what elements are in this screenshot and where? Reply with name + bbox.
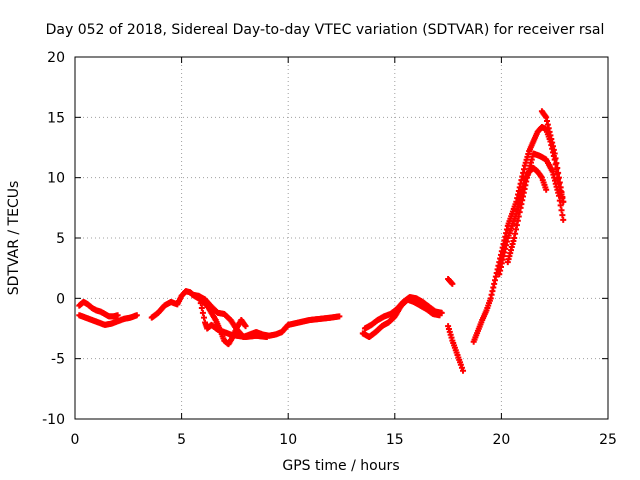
data-point <box>560 216 567 223</box>
data-point <box>460 367 467 374</box>
data-point <box>336 313 343 320</box>
y-tick-label: 15 <box>47 110 65 126</box>
grid <box>75 57 608 419</box>
series-arc-8 <box>445 276 456 287</box>
x-tick-label: 15 <box>386 432 404 448</box>
x-axis-label: GPS time / hours <box>282 458 399 474</box>
series-arc-1 <box>76 298 121 320</box>
series-arc-7 <box>361 294 445 332</box>
data-point <box>200 314 207 321</box>
x-tick-label: 20 <box>492 432 510 448</box>
y-axis-label: SDTVAR / TECUs <box>6 181 22 296</box>
series-arc-9 <box>445 323 467 374</box>
data-point <box>458 364 465 371</box>
y-tick-label: 0 <box>56 291 65 307</box>
data-point <box>114 312 121 319</box>
axis-ticks: 0 5 10 15 20 25 -10 -5 0 5 10 15 20 <box>42 50 617 448</box>
x-tick-label: 0 <box>71 432 80 448</box>
y-tick-label: 20 <box>47 50 65 66</box>
data-point <box>263 333 270 340</box>
x-tick-label: 10 <box>279 432 297 448</box>
data-point <box>199 309 206 316</box>
data-point <box>197 300 204 307</box>
data-point <box>543 186 550 193</box>
x-tick-label: 25 <box>599 432 617 448</box>
data-point <box>198 304 205 311</box>
x-tick-label: 5 <box>177 432 186 448</box>
data-point <box>438 309 445 316</box>
chart-title: Day 052 of 2018, Sidereal Day-to-day VTE… <box>46 22 605 38</box>
data-point <box>457 361 464 368</box>
y-tick-label: -10 <box>42 412 65 428</box>
series-arc-5 <box>197 300 270 340</box>
data-point <box>449 280 456 287</box>
series-arc-2 <box>76 312 140 328</box>
data-point <box>133 312 140 319</box>
series-arc-13 <box>538 108 567 205</box>
data-point <box>242 323 249 330</box>
y-tick-label: 5 <box>56 231 65 247</box>
data-point <box>560 198 567 205</box>
data-points <box>76 108 567 374</box>
y-tick-label: 10 <box>47 171 65 187</box>
y-tick-label: -5 <box>51 352 65 368</box>
